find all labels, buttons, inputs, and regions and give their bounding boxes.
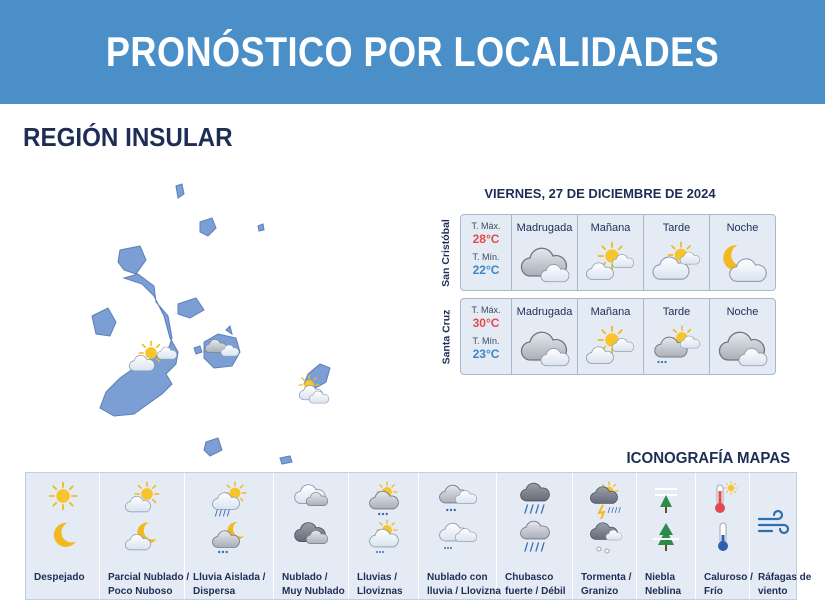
- sun-rain-icon: [212, 481, 247, 517]
- temperature-block: T. Máx. 30°C T. Mín. 23°C: [461, 299, 511, 374]
- region-title: REGIÓN INSULAR: [23, 122, 233, 152]
- cloud-rain-icon: [438, 484, 477, 512]
- mist-icon: [653, 523, 679, 551]
- period-tarde: Tarde: [643, 299, 709, 374]
- cloud-drizzle-icon: [438, 522, 477, 549]
- moon-cloud-icon: [125, 522, 157, 551]
- temperature-block: T. Máx. 28°C T. Mín. 22°C: [461, 215, 511, 290]
- island-floreana: [203, 437, 223, 457]
- partly-cloudy-icon: [651, 241, 700, 280]
- period-manana: Mañana: [577, 299, 643, 374]
- fog-icon: [655, 488, 677, 513]
- heavy-shower-icon: [519, 482, 550, 515]
- location-label-san-cristobal: San Cristóbal: [440, 218, 452, 287]
- sun-icon: [48, 481, 77, 511]
- cloudy-icon: [294, 484, 329, 507]
- island-baltra: [225, 325, 233, 336]
- page-title: PRONÓSTICO POR LOCALIDADES: [105, 28, 720, 75]
- overcast-icon: [294, 522, 329, 545]
- island-pinta: [199, 217, 217, 237]
- tmax-value: 30°C: [472, 316, 500, 330]
- cloudy-icon: [520, 247, 569, 283]
- light-rain-icon: [653, 325, 700, 364]
- island-santiago: [177, 297, 205, 319]
- legend-item-parcial-nublado: Parcial Nublado / Poco Nuboso: [100, 473, 189, 599]
- legend-item-despejado: Despejado: [26, 473, 100, 599]
- galapagos-map: [91, 183, 331, 465]
- legend-item-tormenta: Tormenta / Granizo: [573, 473, 637, 599]
- forecast-card-santa-cruz: T. Máx. 30°C T. Mín. 23°C Madrugada Maña…: [460, 298, 776, 375]
- legend-item-nublado: Nublado / Muy Nublado: [274, 473, 349, 599]
- island-fernandina: [91, 307, 117, 337]
- location-label-santa-cruz: Santa Cruz: [440, 309, 452, 364]
- legend-item-niebla: Niebla Neblina: [637, 473, 696, 599]
- moon-icon: [53, 522, 76, 547]
- period-noche: Noche: [709, 215, 775, 290]
- period-tarde: Tarde: [643, 215, 709, 290]
- island-genovesa: [257, 223, 265, 232]
- light-shower-icon: [519, 520, 550, 553]
- tmin-label: T. Mín.: [472, 336, 500, 346]
- legend-item-chubasco: Chubasco fuerte / Débil: [497, 473, 573, 599]
- legend-item-lluvia-aislada: Lluvia Aislada / Dispersa: [185, 473, 274, 599]
- tmin-value: 22°C: [472, 263, 500, 277]
- cold-thermometer-icon: [717, 522, 728, 551]
- hail-icon: [589, 522, 622, 554]
- cloudy-icon: [718, 331, 767, 367]
- moon-cloud-icon: [722, 245, 767, 282]
- tmin-value: 23°C: [472, 347, 500, 361]
- thunderstorm-icon: [589, 481, 621, 519]
- forecast-card-san-cristobal: T. Máx. 28°C T. Mín. 22°C Madrugada Maña…: [460, 214, 776, 291]
- drizzle-icon: [368, 519, 399, 553]
- header-banner: PRONÓSTICO POR LOCALIDADES: [0, 0, 825, 104]
- tmax-value: 28°C: [472, 232, 500, 246]
- tmin-label: T. Mín.: [472, 252, 500, 262]
- period-manana: Mañana: [577, 215, 643, 290]
- partly-cloudy-icon: [125, 481, 160, 513]
- legend-title: ICONOGRAFÍA MAPAS: [626, 450, 790, 467]
- partly-cloudy-icon: [585, 241, 634, 280]
- cloudy-icon: [520, 331, 569, 367]
- tmax-label: T. Máx.: [471, 305, 501, 315]
- legend-item-rafagas: Ráfagas de viento: [750, 473, 811, 599]
- tmax-label: T. Máx.: [471, 221, 501, 231]
- legend-item-lluvias: Lluvias / Lloviznas: [349, 473, 419, 599]
- island-espanola: [279, 455, 293, 465]
- legend-table: Despejado Parcial Nublado / Poco Nuboso L…: [25, 472, 811, 600]
- period-madrugada: Madrugada: [511, 215, 577, 290]
- period-madrugada: Madrugada: [511, 299, 577, 374]
- legend-item-caluroso: Caluroso / Frío: [696, 473, 753, 599]
- island-pinzon: [193, 345, 203, 355]
- period-noche: Noche: [709, 299, 775, 374]
- island-darwin: [175, 183, 185, 199]
- partly-cloudy-icon: [585, 325, 634, 364]
- island-isabela: [99, 245, 179, 417]
- wind-gust-icon: [757, 509, 790, 535]
- legend-item-nublado-lluvia: Nublado con lluvia / Llovizna: [419, 473, 501, 599]
- rain-icon: [368, 481, 399, 516]
- moon-rain-icon: [212, 521, 244, 554]
- hot-thermometer-icon: [714, 481, 738, 513]
- forecast-date: VIERNES, 27 DE DICIEMBRE DE 2024: [484, 186, 716, 201]
